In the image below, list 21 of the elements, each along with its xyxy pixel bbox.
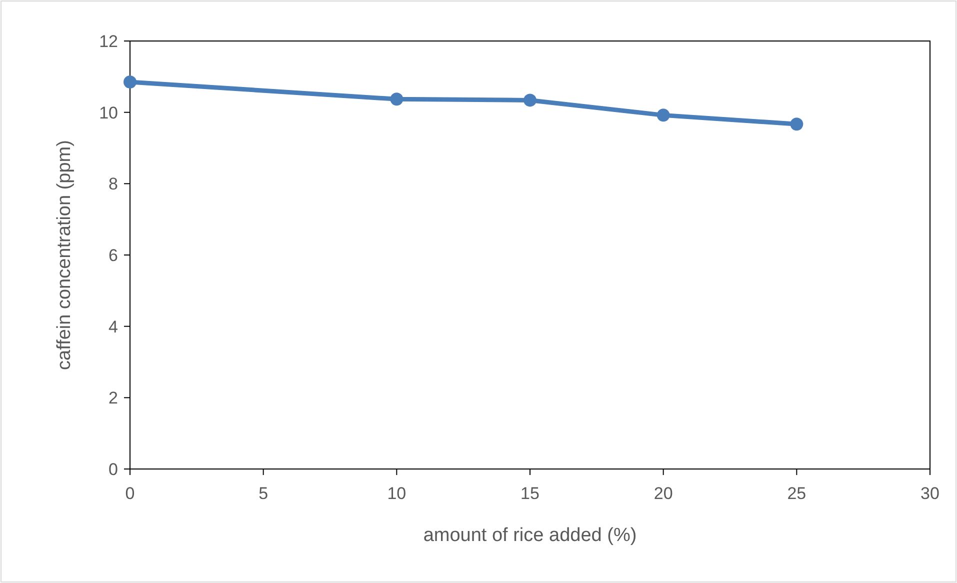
point <box>524 94 536 107</box>
y-axis-title: caffein concentration (ppm) <box>54 140 75 370</box>
point <box>390 92 404 106</box>
y-tick-label: 8 <box>108 174 118 194</box>
x-axis-title: amount of rice added (%) <box>423 525 637 546</box>
y-tick-label: 12 <box>99 32 118 51</box>
x-tick-label: 20 <box>654 484 673 503</box>
x-tick-label: 25 <box>787 484 806 503</box>
point <box>656 108 670 122</box>
y-tick-label: 10 <box>99 103 118 122</box>
y-tick-label: 4 <box>108 317 118 336</box>
y-tick-label: 0 <box>108 460 118 479</box>
y-tick-label: 6 <box>108 246 118 265</box>
point <box>124 76 136 89</box>
x-tick-label: 0 <box>125 484 135 503</box>
y-tick-label: 2 <box>108 388 118 408</box>
x-tick-label: 10 <box>387 484 406 503</box>
x-tick-label: 15 <box>520 484 540 503</box>
x-tick-label: 30 <box>920 484 940 503</box>
point <box>790 118 804 131</box>
x-tick-label: 5 <box>258 484 268 503</box>
